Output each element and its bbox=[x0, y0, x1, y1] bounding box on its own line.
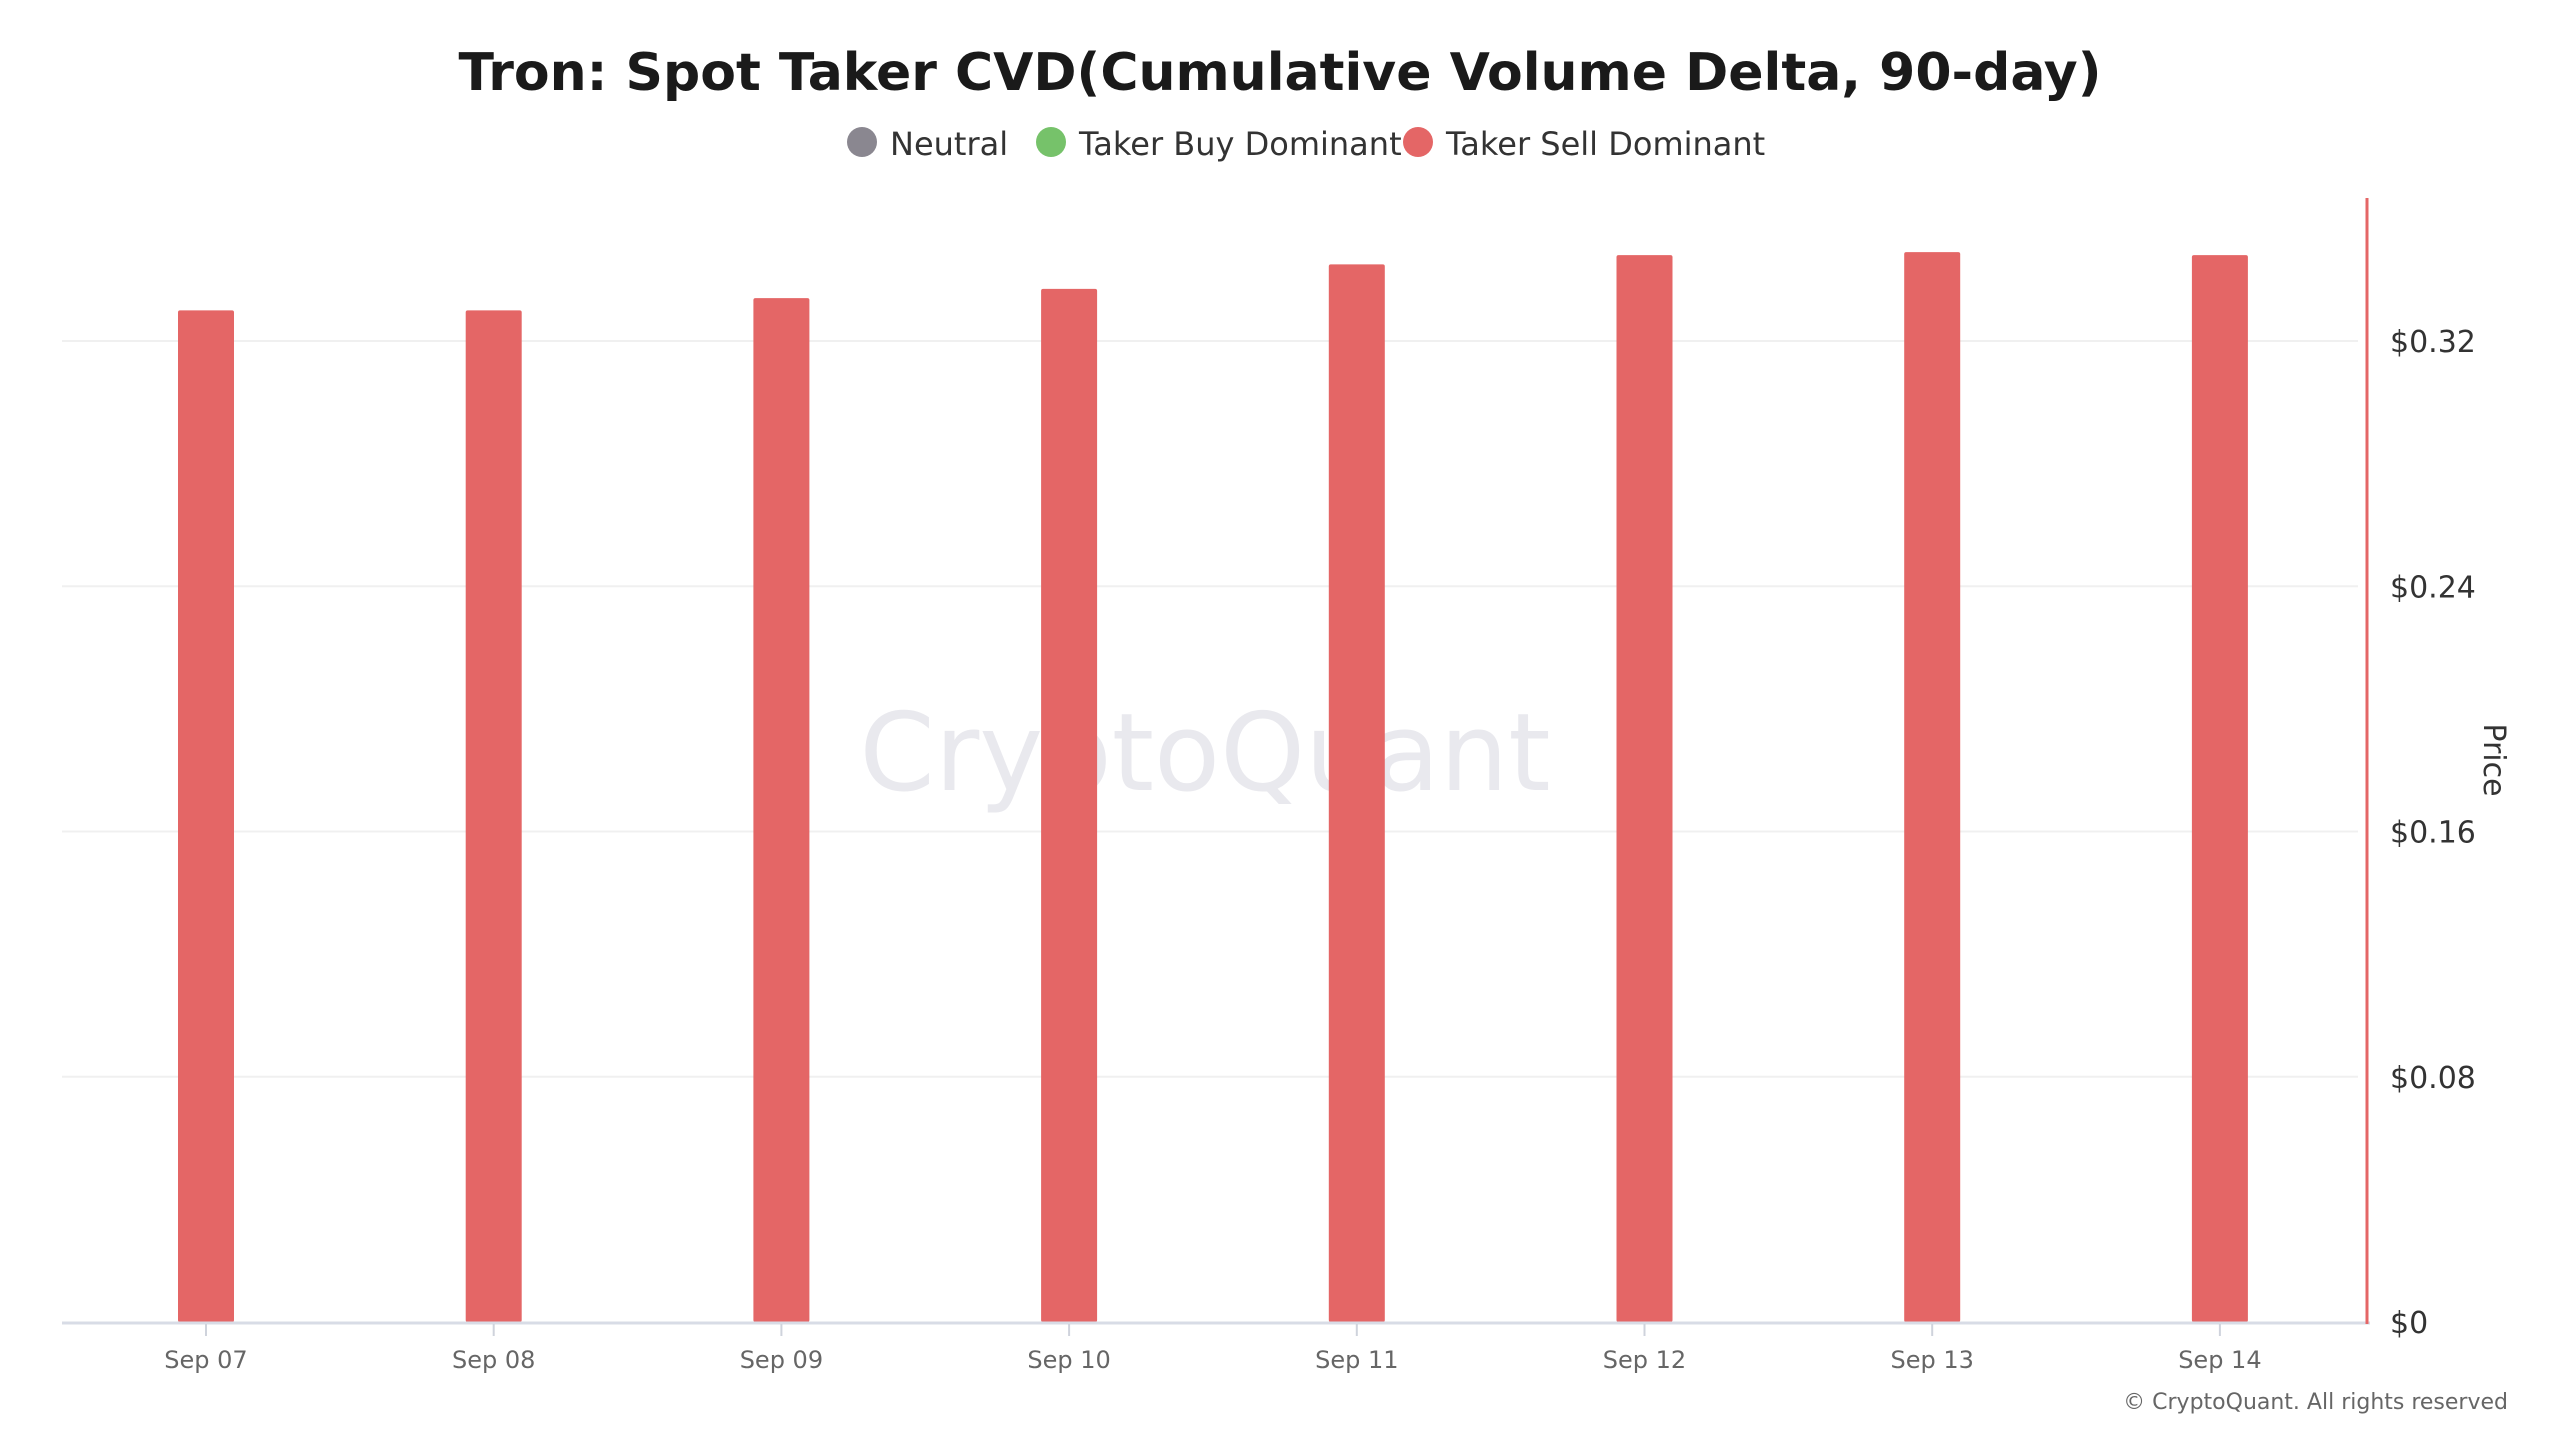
watermark: CryptoQuant bbox=[859, 691, 1550, 816]
grid-lines bbox=[62, 340, 2358, 1078]
x-tick-label: Sep 12 bbox=[1603, 1346, 1686, 1374]
x-tick-label: Sep 07 bbox=[164, 1346, 247, 1374]
legend-label-neutral: Neutral bbox=[890, 125, 1008, 163]
x-tick-label: Sep 13 bbox=[1890, 1346, 1973, 1374]
y-tick-label: $0.32 bbox=[2390, 325, 2476, 360]
chart-title: Tron: Spot Taker CVD(Cumulative Volume D… bbox=[459, 43, 2102, 103]
bar[interactable] bbox=[465, 310, 522, 1322]
bar[interactable] bbox=[1904, 252, 1961, 1323]
x-tick-label: Sep 08 bbox=[452, 1346, 535, 1374]
legend-label-taker-sell-dominant: Taker Sell Dominant bbox=[1445, 125, 1765, 163]
bar[interactable] bbox=[753, 298, 810, 1322]
x-tick-label: Sep 14 bbox=[2178, 1346, 2261, 1374]
legend-dot-taker-sell-dominant bbox=[1403, 127, 1433, 157]
axes: $0 $0.08 $0.16 $0.24 $0.32 Sep 07 Sep 08 Sep 09… bbox=[62, 198, 2476, 1374]
bar[interactable] bbox=[2191, 255, 2248, 1323]
y-tick-label: $0 bbox=[2390, 1306, 2428, 1341]
legend-item-taker-buy-dominant[interactable]: Taker Buy Dominant bbox=[1036, 125, 1402, 163]
bar[interactable] bbox=[1616, 255, 1673, 1323]
x-tick-label: Sep 10 bbox=[1027, 1346, 1110, 1374]
bar-series bbox=[178, 252, 2248, 1323]
y-tick-label: $0.08 bbox=[2390, 1061, 2476, 1096]
legend: Neutral Taker Buy Dominant Taker Sell Do… bbox=[847, 125, 1765, 163]
x-tick-label: Sep 11 bbox=[1315, 1346, 1398, 1374]
y-tick-label: $0.24 bbox=[2390, 570, 2476, 605]
y-tick-label: $0.16 bbox=[2390, 816, 2476, 851]
legend-label-taker-buy-dominant: Taker Buy Dominant bbox=[1078, 125, 1402, 163]
legend-dot-taker-buy-dominant bbox=[1036, 127, 1066, 157]
bar[interactable] bbox=[178, 310, 234, 1322]
copyright-notice: © CryptoQuant. All rights reserved bbox=[2123, 1390, 2508, 1415]
x-tick-label: Sep 09 bbox=[740, 1346, 823, 1374]
y-axis-label: Price bbox=[2476, 723, 2511, 796]
bar[interactable] bbox=[1328, 264, 1385, 1322]
legend-item-neutral[interactable]: Neutral bbox=[847, 125, 1008, 163]
legend-dot-neutral bbox=[847, 127, 877, 157]
legend-item-taker-sell-dominant[interactable]: Taker Sell Dominant bbox=[1403, 125, 1765, 163]
bar[interactable] bbox=[1041, 288, 1098, 1323]
